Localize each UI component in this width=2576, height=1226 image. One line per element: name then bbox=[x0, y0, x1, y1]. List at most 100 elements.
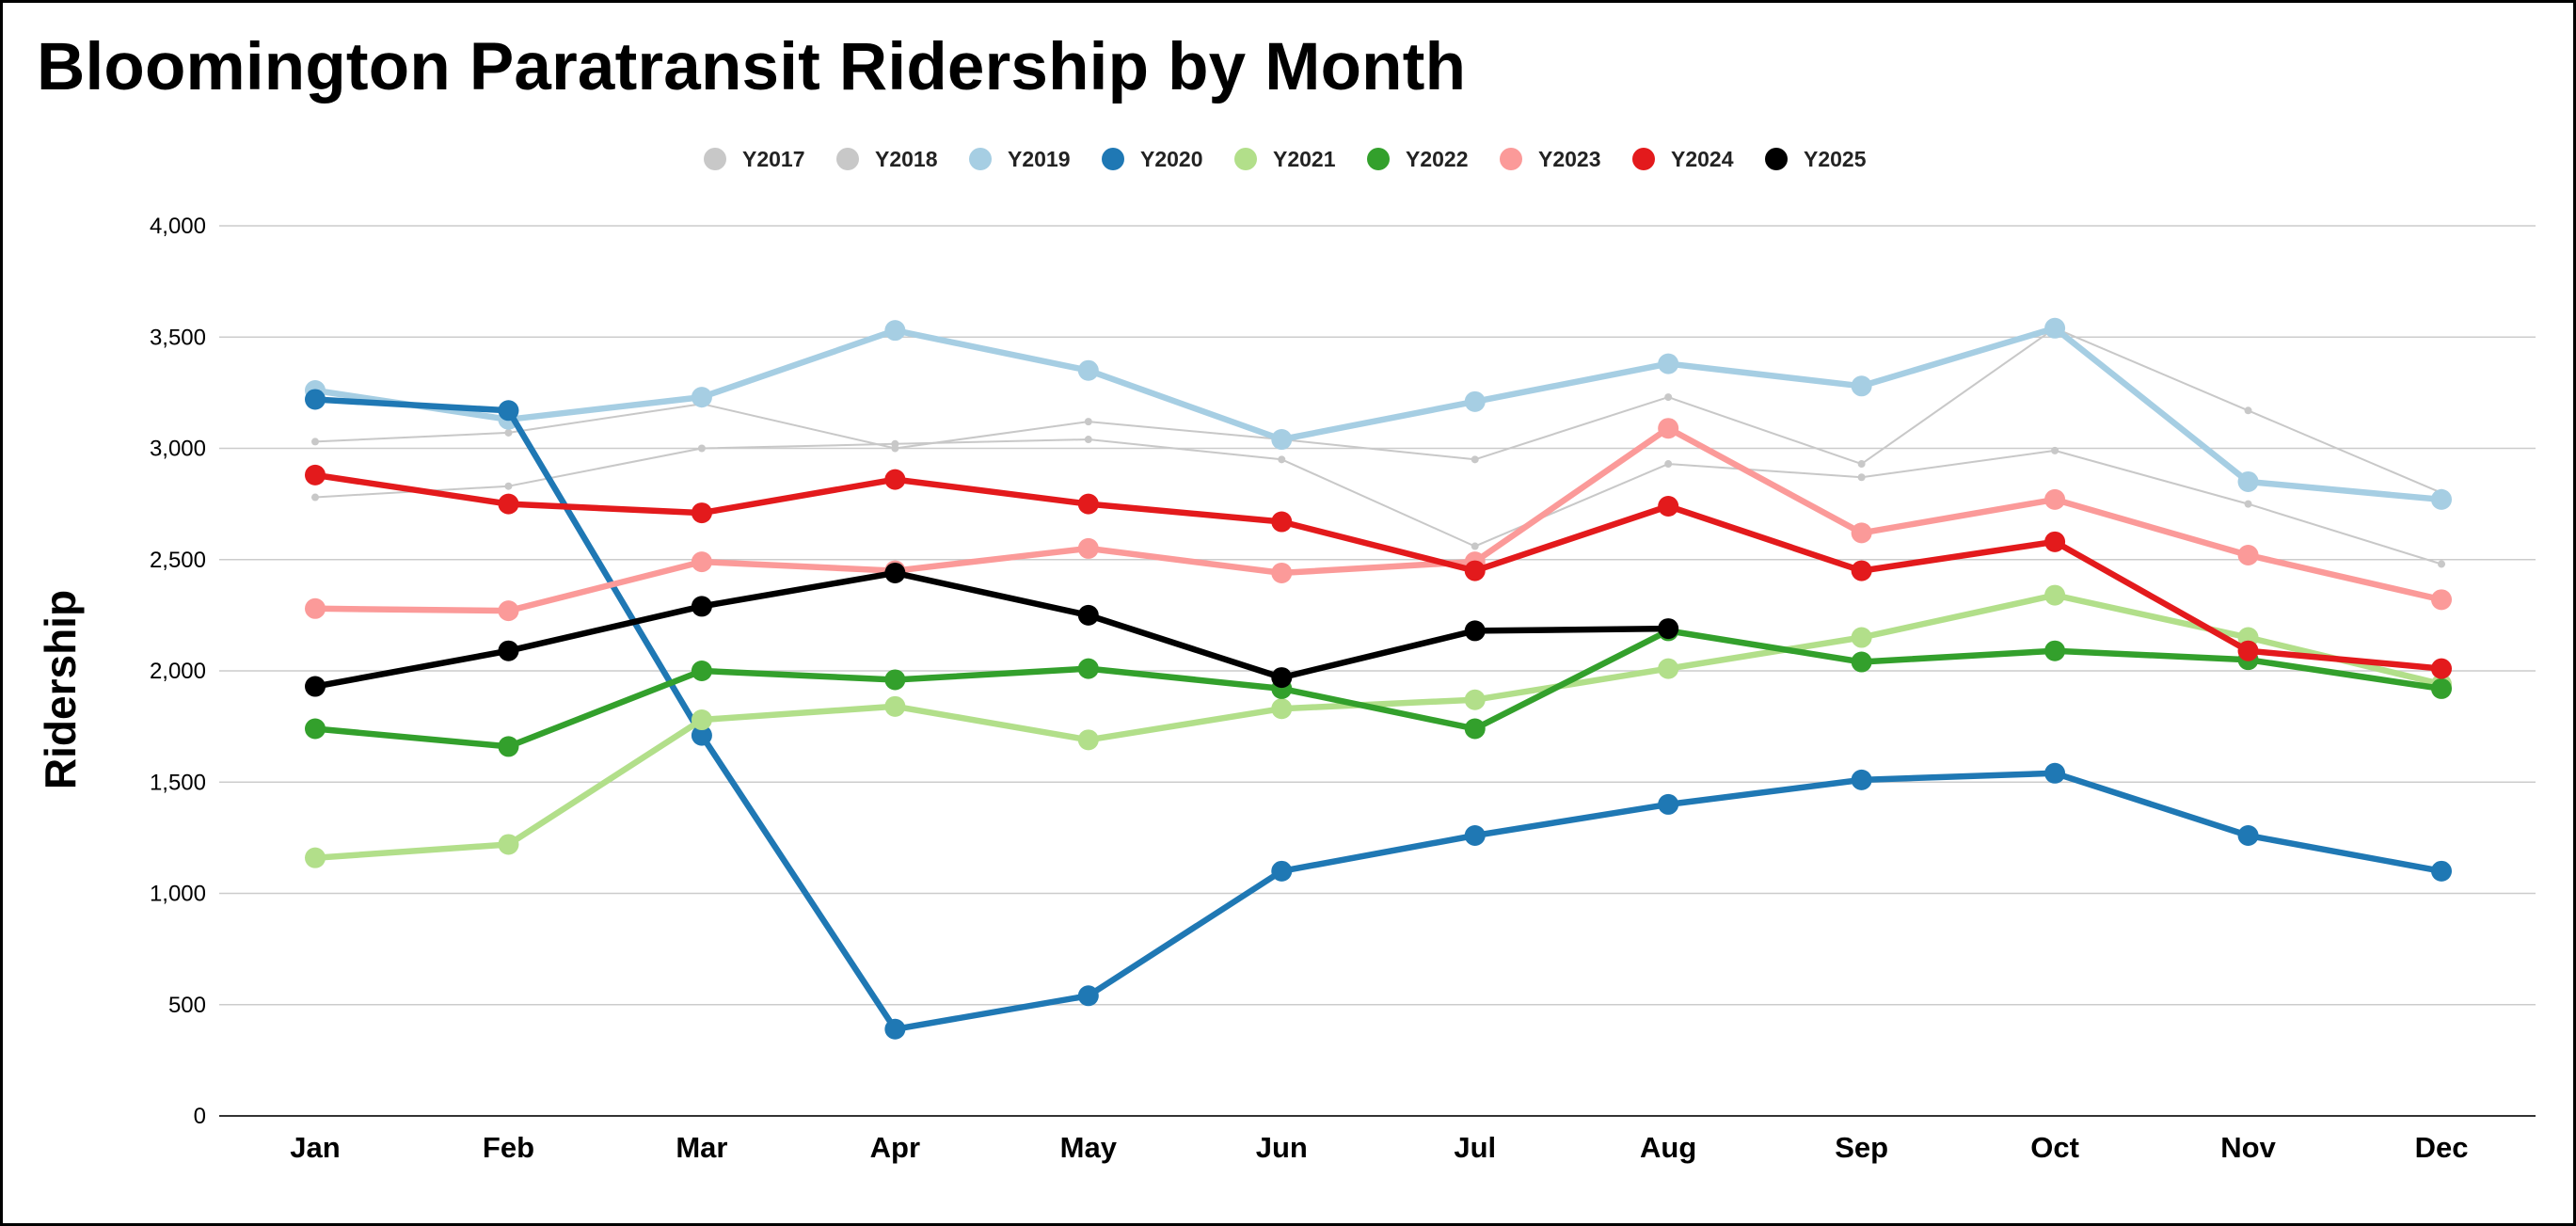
data-point[interactable] bbox=[884, 562, 906, 583]
data-point[interactable] bbox=[1464, 390, 1486, 412]
data-point[interactable] bbox=[2438, 560, 2445, 568]
data-point[interactable] bbox=[691, 709, 712, 731]
data-point[interactable] bbox=[1084, 436, 1092, 444]
data-point[interactable] bbox=[498, 834, 519, 855]
data-point[interactable] bbox=[2431, 677, 2452, 699]
data-point[interactable] bbox=[1278, 455, 1286, 464]
data-point[interactable] bbox=[884, 320, 906, 342]
data-point[interactable] bbox=[1077, 729, 1099, 751]
data-point[interactable] bbox=[1658, 353, 1679, 374]
legend-item-y2017[interactable]: Y2017 bbox=[704, 147, 805, 171]
data-point[interactable] bbox=[691, 724, 712, 746]
data-point[interactable] bbox=[1077, 537, 1099, 559]
data-point[interactable] bbox=[1271, 698, 1293, 720]
data-point[interactable] bbox=[691, 551, 712, 573]
data-point[interactable] bbox=[305, 389, 326, 410]
data-point[interactable] bbox=[1077, 604, 1099, 626]
data-point[interactable] bbox=[2044, 531, 2066, 552]
legend-item-y2021[interactable]: Y2021 bbox=[1234, 147, 1336, 171]
data-point[interactable] bbox=[1077, 658, 1099, 679]
data-point[interactable] bbox=[1077, 985, 1099, 1007]
data-point[interactable] bbox=[504, 482, 513, 490]
data-point[interactable] bbox=[1464, 825, 1486, 847]
data-point[interactable] bbox=[1658, 793, 1679, 815]
data-point[interactable] bbox=[1271, 511, 1293, 533]
data-point[interactable] bbox=[2244, 500, 2252, 508]
data-point[interactable] bbox=[1471, 455, 1479, 464]
data-point[interactable] bbox=[2431, 589, 2452, 611]
data-point[interactable] bbox=[2237, 640, 2259, 661]
data-point[interactable] bbox=[1851, 522, 1872, 544]
legend-item-y2023[interactable]: Y2023 bbox=[1500, 147, 1601, 171]
data-point[interactable] bbox=[498, 400, 519, 422]
data-point[interactable] bbox=[498, 600, 519, 622]
data-point[interactable] bbox=[1271, 562, 1293, 583]
legend-item-y2025[interactable]: Y2025 bbox=[1765, 147, 1867, 171]
data-point[interactable] bbox=[1084, 418, 1092, 426]
data-point[interactable] bbox=[1271, 429, 1293, 451]
data-point[interactable] bbox=[2237, 470, 2259, 492]
data-point[interactable] bbox=[2044, 640, 2066, 661]
data-point[interactable] bbox=[2044, 584, 2066, 606]
data-point[interactable] bbox=[1464, 620, 1486, 642]
data-point[interactable] bbox=[1857, 460, 1866, 469]
data-point[interactable] bbox=[1658, 658, 1679, 679]
data-point[interactable] bbox=[1077, 493, 1099, 515]
data-point[interactable] bbox=[884, 469, 906, 490]
data-point[interactable] bbox=[1271, 667, 1293, 689]
data-point[interactable] bbox=[2044, 317, 2066, 339]
data-point[interactable] bbox=[1658, 495, 1679, 517]
data-point[interactable] bbox=[311, 438, 319, 446]
data-point[interactable] bbox=[1664, 460, 1673, 469]
legend-item-y2024[interactable]: Y2024 bbox=[1632, 147, 1734, 171]
data-point[interactable] bbox=[1658, 618, 1679, 640]
data-point[interactable] bbox=[891, 444, 899, 453]
data-point[interactable] bbox=[2237, 545, 2259, 566]
data-point[interactable] bbox=[1471, 542, 1479, 550]
data-point[interactable] bbox=[1851, 375, 1872, 397]
data-point[interactable] bbox=[1851, 627, 1872, 648]
data-point[interactable] bbox=[697, 444, 706, 453]
legend-item-y2018[interactable]: Y2018 bbox=[836, 147, 938, 171]
data-point[interactable] bbox=[2244, 406, 2252, 415]
data-point[interactable] bbox=[884, 695, 906, 717]
data-point[interactable] bbox=[1851, 560, 1872, 581]
data-point[interactable] bbox=[1857, 473, 1866, 482]
data-point[interactable] bbox=[691, 387, 712, 408]
data-point[interactable] bbox=[2431, 658, 2452, 679]
data-point[interactable] bbox=[1464, 560, 1486, 581]
data-point[interactable] bbox=[2431, 860, 2452, 882]
data-point[interactable] bbox=[498, 493, 519, 515]
data-point[interactable] bbox=[498, 640, 519, 661]
data-point[interactable] bbox=[498, 736, 519, 757]
data-point[interactable] bbox=[2051, 446, 2059, 454]
data-point[interactable] bbox=[311, 493, 319, 502]
data-point[interactable] bbox=[2431, 488, 2452, 510]
data-point[interactable] bbox=[305, 597, 326, 619]
data-point[interactable] bbox=[1464, 718, 1486, 740]
data-point[interactable] bbox=[691, 661, 712, 681]
data-point[interactable] bbox=[2237, 825, 2259, 847]
data-point[interactable] bbox=[1464, 689, 1486, 710]
legend-item-y2019[interactable]: Y2019 bbox=[969, 147, 1071, 171]
data-point[interactable] bbox=[1851, 769, 1872, 790]
data-point[interactable] bbox=[305, 676, 326, 697]
data-point[interactable] bbox=[1658, 418, 1679, 439]
data-point[interactable] bbox=[1851, 651, 1872, 673]
legend[interactable]: Y2017 Y2018 Y2019 Y2020 Y2021 Y2022 Y2023 Y2024… bbox=[704, 147, 1867, 171]
data-point[interactable] bbox=[691, 596, 712, 617]
data-point[interactable] bbox=[1664, 393, 1673, 402]
legend-item-y2020[interactable]: Y2020 bbox=[1102, 147, 1203, 171]
data-point[interactable] bbox=[305, 464, 326, 486]
data-point[interactable] bbox=[305, 718, 326, 740]
data-point[interactable] bbox=[1271, 860, 1293, 882]
legend-item-y2022[interactable]: Y2022 bbox=[1367, 147, 1469, 171]
data-point[interactable] bbox=[2044, 488, 2066, 510]
data-point[interactable] bbox=[2044, 762, 2066, 784]
data-point[interactable] bbox=[1077, 359, 1099, 381]
data-point[interactable] bbox=[305, 847, 326, 868]
data-point[interactable] bbox=[884, 1018, 906, 1040]
data-point[interactable] bbox=[884, 669, 906, 691]
data-point[interactable] bbox=[691, 502, 712, 524]
data-point[interactable] bbox=[504, 428, 513, 437]
